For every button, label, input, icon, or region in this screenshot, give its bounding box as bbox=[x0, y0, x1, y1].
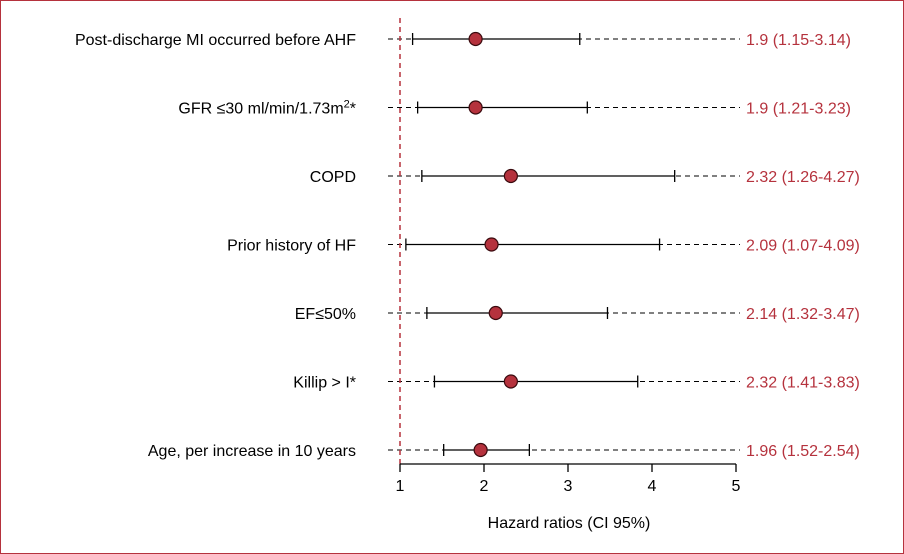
hazard-ratio-marker bbox=[488, 305, 503, 321]
value-label: 1.96 (1.52-2.54) bbox=[746, 443, 860, 460]
x-tick-label: 1 bbox=[396, 478, 405, 495]
x-tick-label: 5 bbox=[732, 478, 741, 495]
x-tick-label: 4 bbox=[648, 478, 657, 495]
x-axis: 1 2 3 4 5 bbox=[396, 463, 741, 495]
row-label: Post-discharge MI occurred before AHF bbox=[75, 32, 356, 49]
row-label: Prior history of HF bbox=[227, 238, 356, 255]
hazard-ratio-marker bbox=[468, 100, 483, 115]
confidence-intervals bbox=[405, 33, 676, 456]
value-label: 2.32 (1.41-3.83) bbox=[746, 375, 860, 392]
value-label: 2.32 (1.26-4.27) bbox=[746, 169, 860, 186]
value-label: 2.14 (1.32-3.47) bbox=[746, 306, 860, 323]
row-label: Age, per increase in 10 years bbox=[148, 443, 356, 460]
x-axis-title: Hazard ratios (CI 95%) bbox=[488, 515, 651, 532]
hazard-ratio-marker bbox=[468, 31, 483, 47]
value-label: 1.9 (1.15-3.14) bbox=[746, 32, 851, 49]
hazard-ratio-markers bbox=[468, 31, 518, 458]
hazard-ratio-marker bbox=[503, 374, 518, 389]
row-label: EF≤50% bbox=[295, 306, 356, 323]
row-label: GFR ≤30 ml/min/1.73m2* bbox=[178, 99, 356, 118]
row-label: Killip > I* bbox=[293, 375, 356, 392]
hazard-ratio-marker bbox=[503, 168, 518, 184]
value-label: 1.9 (1.21-3.23) bbox=[746, 101, 851, 118]
hazard-ratio-marker bbox=[484, 237, 499, 252]
x-tick-label: 3 bbox=[564, 478, 573, 495]
row-labels: Post-discharge MI occurred before AHF GFR… bbox=[75, 32, 356, 460]
row-label: COPD bbox=[310, 169, 356, 186]
value-labels: 1.9 (1.15-3.14) 1.9 (1.21-3.23) 2.32 (1.26… bbox=[746, 32, 860, 460]
value-label: 2.09 (1.07-4.09) bbox=[746, 238, 860, 255]
hazard-ratio-marker bbox=[473, 442, 488, 458]
x-tick-label: 2 bbox=[480, 478, 489, 495]
